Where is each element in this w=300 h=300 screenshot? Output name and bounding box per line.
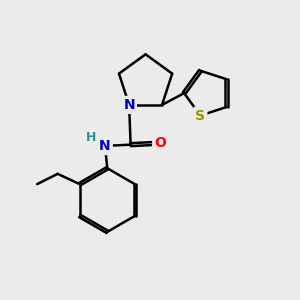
Text: N: N — [99, 139, 111, 153]
Text: O: O — [154, 136, 166, 150]
Text: S: S — [195, 109, 206, 122]
Text: N: N — [123, 98, 135, 112]
Text: H: H — [86, 131, 96, 144]
